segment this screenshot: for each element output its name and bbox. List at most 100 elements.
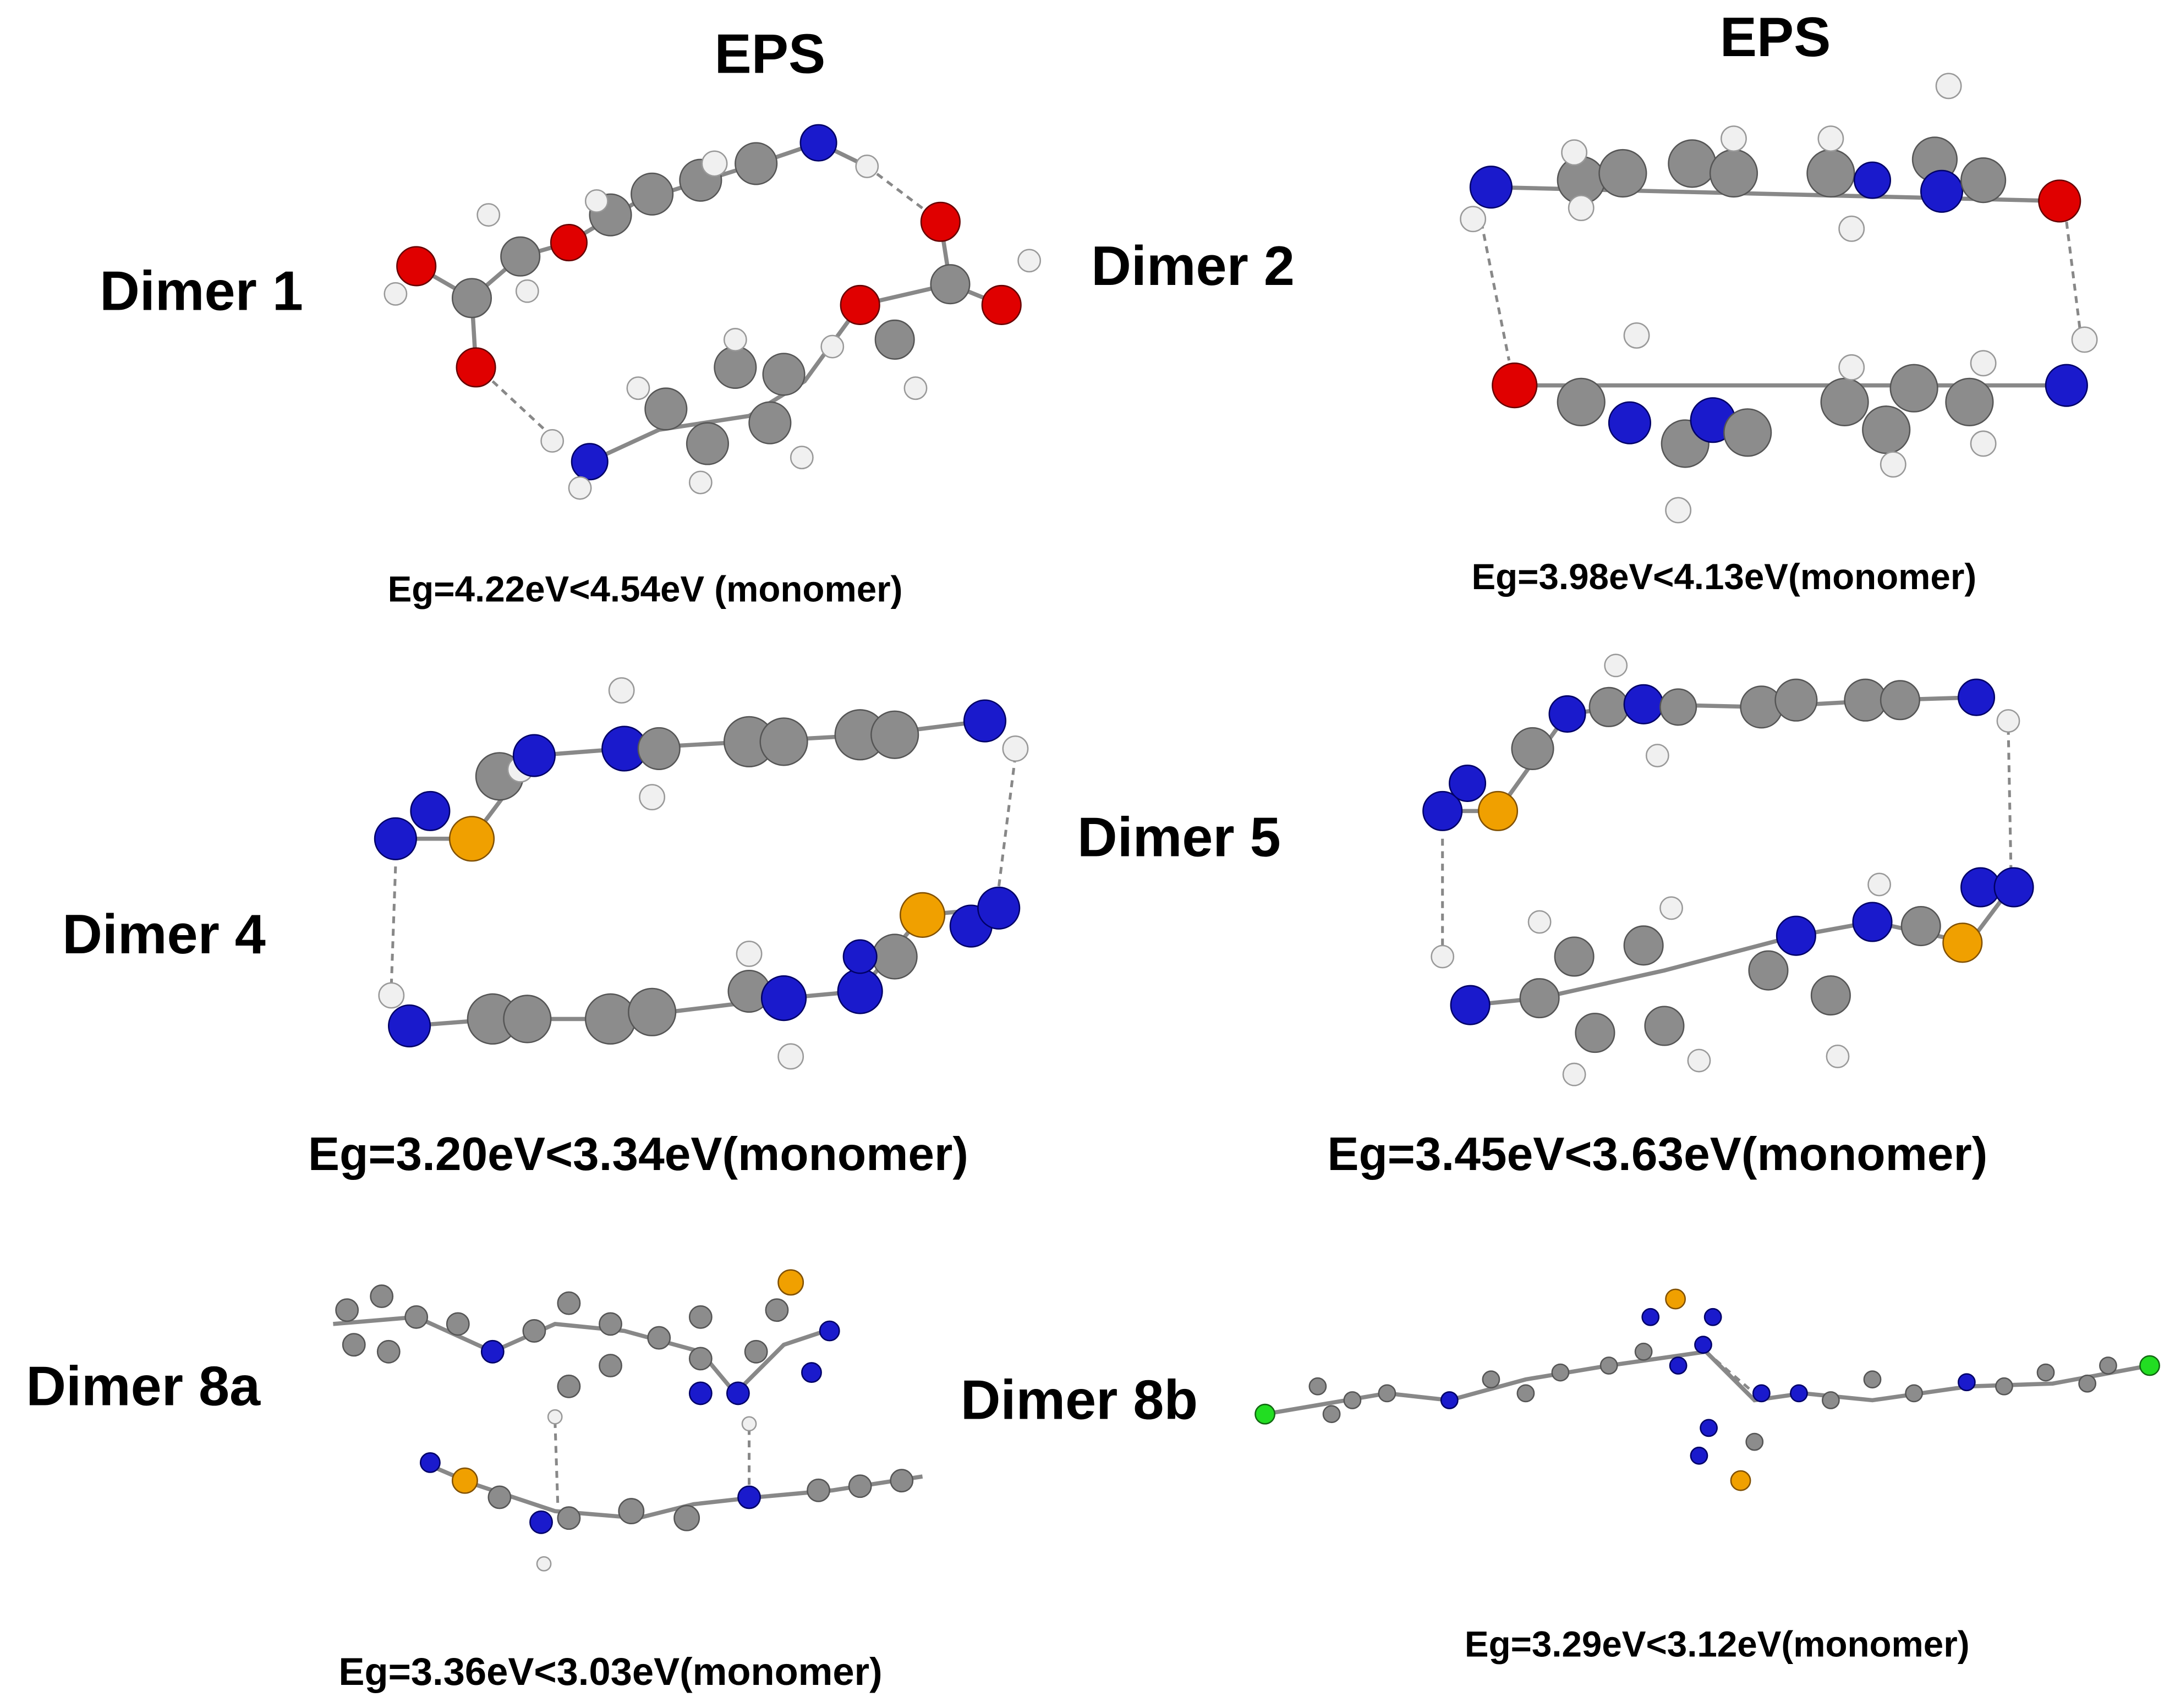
oxygen-atom	[1492, 363, 1538, 409]
hydrogen-atom	[1687, 1048, 1711, 1073]
carbon-atom	[1308, 1377, 1327, 1396]
carbon-atom	[1820, 377, 1869, 426]
carbon-atom	[1551, 1363, 1570, 1382]
carbon-atom	[451, 278, 492, 318]
bond	[1264, 1349, 2150, 1416]
hydrogen-atom	[2071, 326, 2098, 353]
carbon-atom	[1723, 408, 1772, 457]
carbon-atom	[890, 1469, 914, 1493]
hydrogen-atom	[1562, 1062, 1586, 1086]
hydrogen-atom	[1527, 910, 1552, 934]
hydrogen-atom	[777, 1043, 804, 1070]
caption: Eg=3.98eV<4.13eV(monomer)	[1471, 557, 1976, 597]
hydrogen-atom	[1838, 354, 1865, 381]
hydrogen-atom	[626, 376, 650, 400]
nitrogen-atom	[1422, 790, 1463, 831]
carbon-atom	[1880, 680, 1920, 721]
hydrogen-atom	[1017, 249, 1042, 273]
molecule	[333, 1269, 923, 1572]
oxygen-atom	[550, 224, 588, 262]
hydrogen-atom	[1659, 896, 1683, 920]
nitrogen-atom	[726, 1381, 750, 1405]
dimer-label: Dimer 2	[1091, 235, 1295, 297]
sulfur-atom	[1942, 922, 1983, 963]
carbon-atom	[1634, 1342, 1653, 1361]
carbon-atom	[1516, 1384, 1535, 1403]
hydrogen-atom	[1880, 451, 1906, 478]
hydrogen-atom	[1970, 430, 1997, 457]
hydrogen-atom	[1721, 125, 1747, 152]
carbon-atom	[1644, 1006, 1685, 1046]
dimer-label: Dimer 4	[62, 904, 266, 965]
nitrogen-atom	[1852, 902, 1893, 942]
caption: Eg=3.29eV<3.12eV(monomer)	[1465, 1624, 1970, 1664]
carbon-atom	[1960, 157, 2007, 204]
hydrogen-atom	[1665, 497, 1692, 524]
carbon-atom	[930, 264, 971, 305]
carbon-atom	[557, 1374, 581, 1398]
carbon-atom	[714, 345, 757, 389]
hydrogen-atom	[790, 446, 814, 470]
carbon-atom	[1995, 1377, 2013, 1396]
hydrogen-atom	[855, 155, 879, 178]
oxygen-atom	[840, 284, 880, 326]
nitrogen-atom	[1776, 915, 1816, 956]
hydrogen-bond	[1705, 1350, 1756, 1394]
carbon-atom	[376, 1339, 401, 1364]
carbon-atom	[618, 1498, 645, 1525]
hydrogen-atom	[736, 941, 763, 967]
hydrogen-atom	[1604, 653, 1628, 678]
hydrogen-atom	[515, 279, 539, 303]
hydrogen-atom	[723, 328, 747, 352]
carbon-atom	[647, 1326, 671, 1350]
hydrogen-atom	[1817, 125, 1844, 152]
carbon-atom	[1511, 727, 1554, 771]
hydrogen-atom	[1561, 139, 1588, 166]
carbon-atom	[1623, 925, 1664, 966]
carbon-atom	[1774, 678, 1818, 722]
carbon-atom	[637, 727, 681, 771]
carbon-atom	[735, 142, 778, 185]
hydrogen-atom	[608, 677, 635, 704]
molecule	[1422, 653, 2034, 1086]
sulfur-atom	[448, 816, 495, 862]
heading: EPS	[715, 23, 826, 85]
nitrogen-atom	[1920, 169, 1964, 213]
hydrogen-atom	[639, 784, 666, 811]
molecule	[383, 124, 1042, 500]
carbon-atom	[631, 172, 674, 216]
hydrogen-bond	[491, 380, 554, 438]
carbon-atom	[370, 1284, 394, 1308]
hydrogen-atom	[476, 203, 501, 227]
nitrogen-atom	[1449, 764, 1487, 802]
carbon-atom	[1889, 364, 1938, 413]
hydrogen-atom	[701, 150, 728, 177]
hydrogen-atom	[1838, 215, 1865, 242]
nitrogen-atom	[1957, 1373, 1976, 1392]
carbon-atom	[500, 236, 541, 277]
carbon-atom	[335, 1298, 359, 1322]
carbon-atom	[759, 717, 808, 766]
carbon-atom	[1806, 149, 1855, 198]
carbon-atom	[2078, 1374, 2097, 1393]
nitrogen-atom	[1700, 1419, 1718, 1437]
carbon-atom	[599, 1354, 622, 1377]
carbon-atom	[848, 1474, 872, 1498]
nitrogen-atom	[1993, 867, 2034, 908]
nitrogen-atom	[2045, 364, 2088, 407]
carbon-atom	[1378, 1384, 1396, 1403]
carbon-atom	[1745, 1432, 1764, 1451]
nitrogen-atom	[529, 1510, 553, 1534]
carbon-atom	[522, 1319, 546, 1343]
dimer-label: Dimer 5	[1077, 806, 1281, 868]
nitrogen-atom	[571, 443, 609, 481]
nitrogen-atom	[480, 1339, 505, 1364]
carbon-atom	[628, 987, 677, 1036]
nitrogen-atom	[1450, 985, 1491, 1025]
nitrogen-atom	[760, 975, 807, 1021]
hydrogen-atom	[383, 282, 408, 306]
carbon-atom	[342, 1333, 366, 1357]
carbon-atom	[748, 401, 792, 444]
nitrogen-atom	[842, 939, 878, 974]
